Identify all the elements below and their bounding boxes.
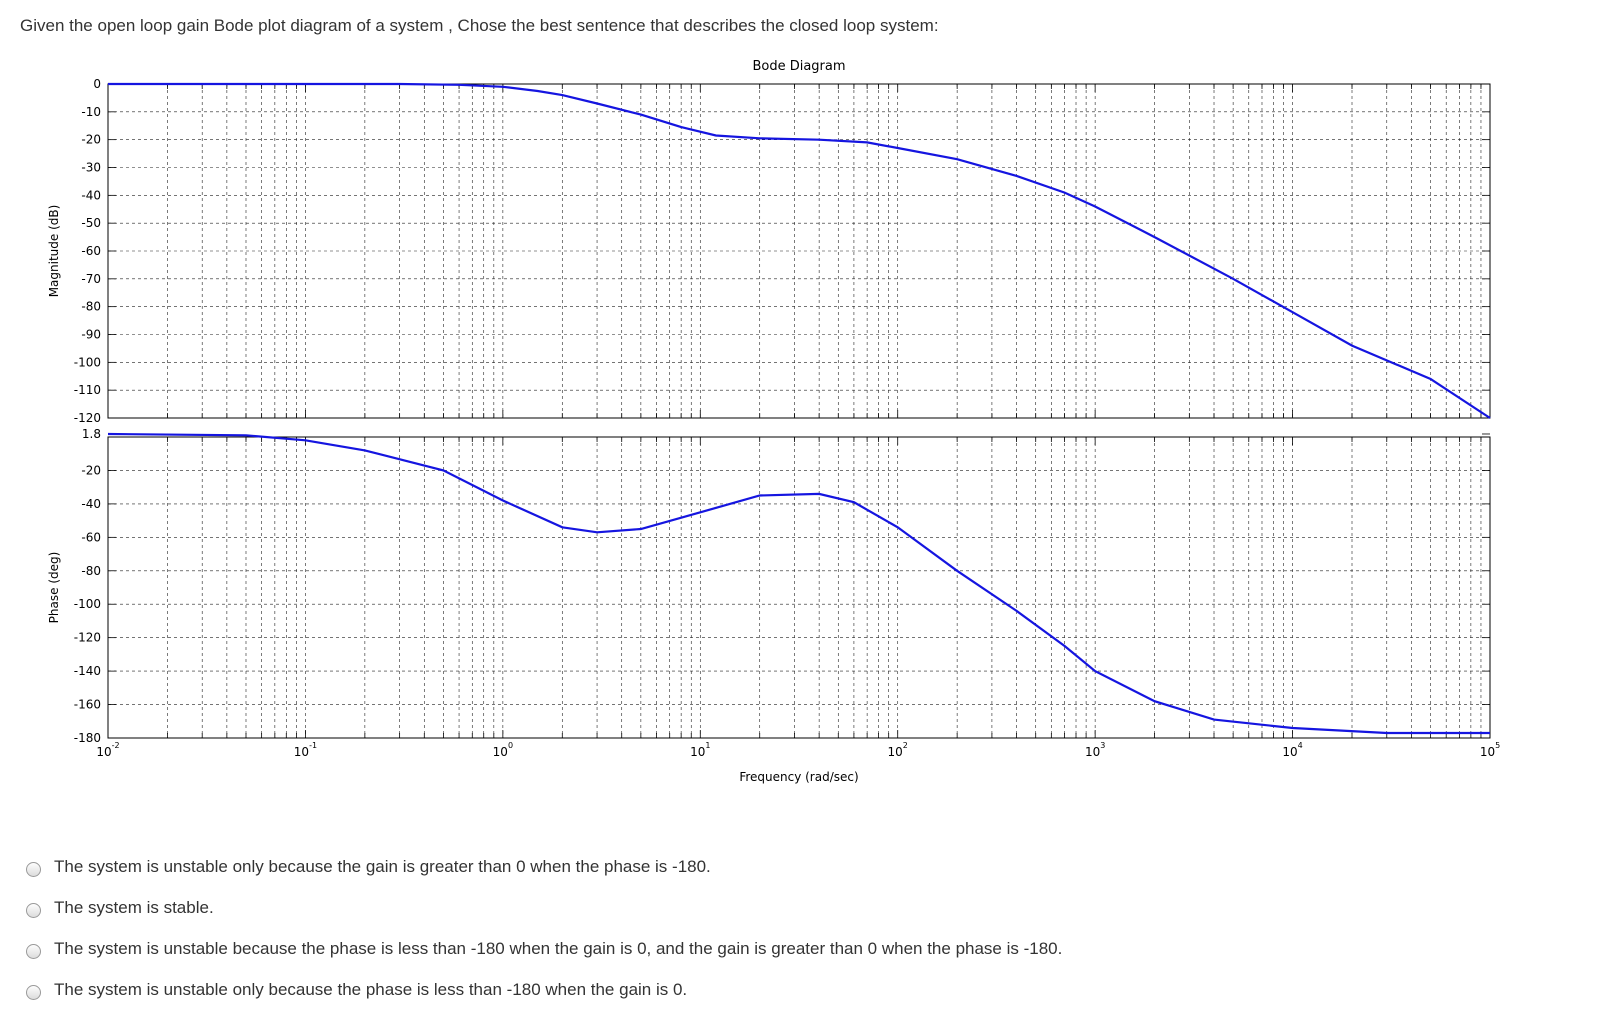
x-tick-label: 100 bbox=[493, 741, 513, 759]
answer-option[interactable]: The system is unstable only because the … bbox=[26, 846, 1062, 887]
y-tick-label: -20 bbox=[81, 463, 101, 477]
x-tick-label: 10-1 bbox=[294, 741, 317, 759]
y-tick-label: -100 bbox=[74, 355, 101, 369]
y-tick-label: -100 bbox=[74, 597, 101, 611]
x-tick-label: 104 bbox=[1282, 741, 1302, 759]
y-tick-label: -120 bbox=[74, 411, 101, 425]
answer-options: The system is unstable only because the … bbox=[26, 846, 1062, 1010]
y-tick-label: -80 bbox=[81, 564, 101, 578]
y-tick-label: -40 bbox=[81, 497, 101, 511]
x-tick-exponent: 5 bbox=[1495, 741, 1500, 750]
y-tick-label: -70 bbox=[81, 272, 101, 286]
x-tick-exponent: 1 bbox=[705, 741, 710, 750]
chart-title: Bode Diagram bbox=[752, 59, 845, 74]
magnitude-series-line bbox=[108, 82, 1491, 419]
option-label[interactable]: The system is unstable because the phase… bbox=[54, 938, 1063, 958]
x-tick-label: 103 bbox=[1085, 741, 1105, 759]
radio-button[interactable] bbox=[26, 985, 41, 1000]
phase-series-line bbox=[107, 432, 1490, 735]
y-tick-label: -30 bbox=[81, 161, 101, 175]
y-tick-label: -50 bbox=[81, 216, 101, 230]
y-tick-label: -110 bbox=[74, 383, 101, 397]
x-tick-exponent: -1 bbox=[309, 741, 317, 750]
x-tick-label: 105 bbox=[1480, 741, 1500, 759]
answer-option[interactable]: The system is unstable because the phase… bbox=[26, 928, 1062, 969]
y-tick-label: -80 bbox=[81, 300, 101, 314]
x-tick-exponent: -2 bbox=[112, 741, 120, 750]
x-tick-label: 102 bbox=[888, 741, 908, 759]
y-axis-label: Magnitude (dB) bbox=[47, 205, 61, 298]
y-tick-label: -60 bbox=[81, 244, 101, 258]
option-label[interactable]: The system is unstable only because the … bbox=[54, 856, 711, 876]
y-tick-label: -140 bbox=[74, 664, 101, 678]
radio-button[interactable] bbox=[26, 903, 41, 918]
x-tick-exponent: 4 bbox=[1298, 741, 1303, 750]
y-tick-label: -20 bbox=[81, 133, 101, 147]
option-label[interactable]: The system is stable. bbox=[54, 897, 214, 917]
y-tick-label: -120 bbox=[74, 631, 101, 645]
y-tick-label: -180 bbox=[74, 731, 101, 745]
radio-button[interactable] bbox=[26, 944, 41, 959]
x-tick-exponent: 3 bbox=[1100, 741, 1105, 750]
y-tick-label: -160 bbox=[74, 698, 101, 712]
y-tick-label: -10 bbox=[81, 105, 101, 119]
option-label[interactable]: The system is unstable only because the … bbox=[54, 979, 688, 999]
x-tick-exponent: 2 bbox=[903, 741, 908, 750]
plot-frame bbox=[107, 436, 1491, 739]
y-tick-label: 1.8 bbox=[82, 427, 101, 441]
x-tick-exponent: 0 bbox=[508, 741, 513, 750]
radio-button[interactable] bbox=[26, 862, 41, 877]
plot-frame bbox=[107, 83, 1491, 419]
question-text: Given the open loop gain Bode plot diagr… bbox=[20, 16, 939, 35]
y-tick-label: 0 bbox=[93, 77, 101, 91]
bode-chart: Bode Diagram0-10-20-30-40-50-60-70-80-90… bbox=[47, 59, 1500, 784]
x-tick-label: 101 bbox=[690, 741, 710, 759]
answer-option[interactable]: The system is unstable only because the … bbox=[26, 969, 1062, 1010]
y-tick-label: -60 bbox=[81, 530, 101, 544]
y-axis-label: Phase (deg) bbox=[47, 552, 61, 624]
answer-option[interactable]: The system is stable. bbox=[26, 887, 1062, 928]
x-axis-label: Frequency (rad/sec) bbox=[739, 770, 858, 784]
y-tick-label: -90 bbox=[81, 328, 101, 342]
y-tick-label: -40 bbox=[81, 188, 101, 202]
